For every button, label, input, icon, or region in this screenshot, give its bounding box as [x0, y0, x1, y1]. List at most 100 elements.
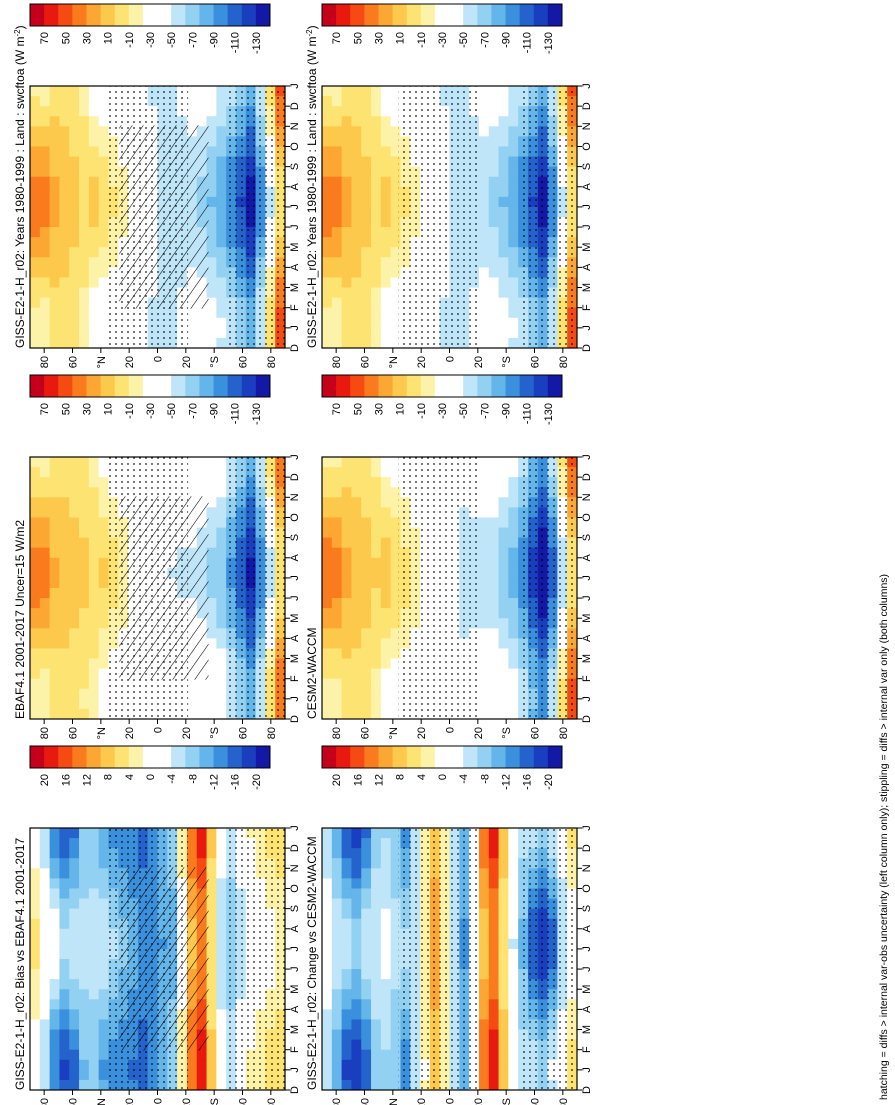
heatmap-cell — [361, 527, 372, 539]
heatmap-cell — [206, 166, 217, 178]
heatmap-cell — [331, 497, 343, 508]
colorbar-tick-label: 4 — [416, 774, 428, 780]
heatmap-cell — [371, 828, 382, 839]
heatmap-cell — [186, 467, 198, 478]
colorbar-swatch — [114, 375, 130, 397]
heatmap-cell — [30, 628, 41, 639]
heatmap-cell — [361, 206, 372, 218]
heatmap-cell — [371, 136, 382, 147]
heatmap-cell — [390, 136, 401, 147]
heatmap-cell — [322, 527, 333, 539]
month-tick-label: S — [289, 534, 301, 541]
heatmap-cell — [380, 1079, 392, 1091]
heatmap-cell — [390, 487, 401, 498]
heatmap-cell — [39, 176, 51, 188]
month-tick-label: D — [289, 1086, 301, 1094]
heatmap-cell — [196, 848, 208, 859]
heatmap-cell — [331, 588, 343, 599]
heatmap-cell — [39, 257, 51, 268]
heatmap-cell — [79, 678, 90, 690]
heatmap-cell — [390, 186, 401, 198]
heatmap-cell — [331, 317, 343, 329]
heatmap-cell — [322, 297, 333, 309]
heatmap-cell — [69, 1029, 80, 1041]
heatmap-cell — [331, 658, 343, 670]
heatmap-cell — [331, 567, 343, 579]
heatmap-cell — [351, 156, 362, 168]
heatmap-cell — [30, 1049, 41, 1061]
heatmap-cell — [380, 588, 392, 599]
heatmap-cell — [186, 337, 198, 349]
heatmap-cell — [39, 668, 51, 680]
heatmap-cell — [206, 1049, 217, 1061]
heatmap-cell — [351, 688, 362, 700]
heatmap-cell — [488, 618, 500, 629]
heatmap-cell — [371, 708, 382, 720]
colorbar-swatch — [142, 4, 158, 26]
heatmap-cell — [508, 648, 519, 660]
heatmap-cell — [498, 247, 509, 258]
heatmap-cell — [49, 868, 60, 879]
colorbar-swatch — [519, 4, 535, 26]
heatmap-cell — [206, 206, 217, 218]
colorbar-swatch — [213, 746, 229, 768]
lat-tick-label: °N — [96, 1098, 108, 1105]
colorbar-swatch — [350, 746, 365, 768]
heatmap-cell — [351, 126, 362, 137]
heatmap-cell — [371, 507, 382, 518]
heatmap-cell — [331, 678, 343, 690]
heatmap-cell — [488, 979, 500, 990]
heatmap-cell — [216, 1049, 227, 1061]
heatmap-cell — [380, 888, 392, 900]
heatmap-cell — [49, 186, 60, 198]
heatmap-cell — [98, 668, 109, 680]
heatmap-cell — [351, 307, 362, 319]
heatmap-cell — [49, 136, 60, 147]
month-tick-label: J — [581, 204, 593, 210]
heatmap-cell — [98, 1049, 109, 1061]
heatmap-cell — [49, 908, 60, 920]
heatmap-cell — [59, 918, 70, 930]
heatmap-cell — [341, 227, 352, 238]
heatmap-cell — [488, 828, 500, 839]
panel-title: CESM2-WACCM — [305, 627, 319, 719]
heatmap-cell — [79, 848, 90, 859]
heatmap-cell — [30, 828, 41, 839]
heatmap-cell — [216, 507, 227, 518]
heatmap-cell — [216, 247, 227, 258]
heatmap-cell — [69, 1019, 80, 1031]
heatmap-cell — [380, 106, 392, 117]
colorbar-tick-label: 50 — [60, 403, 72, 415]
heatmap-cell — [488, 467, 500, 478]
heatmap-cell — [390, 86, 401, 97]
heatmap-cell — [39, 297, 51, 309]
colorbar-tick-label: 4 — [124, 774, 136, 780]
heatmap-cell — [59, 898, 70, 910]
heatmap-cell — [69, 948, 80, 960]
heatmap-cell — [498, 126, 509, 137]
heatmap-cell — [216, 908, 227, 920]
heatmap-cell — [322, 277, 333, 289]
heatmap-cell — [30, 948, 41, 960]
heatmap-cell — [49, 848, 60, 859]
panel-title-text: GISS-E2-1-H_r02: Change vs CESM2-WACCM — [305, 836, 319, 1090]
heatmap-cell — [216, 688, 227, 700]
stippling — [228, 457, 285, 719]
heatmap-cell — [186, 106, 198, 117]
heatmap-cell — [88, 989, 100, 1000]
lat-tick-label: 80 — [558, 356, 570, 368]
heatmap-cell — [351, 136, 362, 147]
heatmap-cell — [371, 1079, 382, 1091]
lat-tick-label: 80 — [266, 727, 278, 739]
heatmap-cell — [206, 327, 217, 339]
heatmap-cell — [508, 979, 519, 990]
heatmap-cell — [59, 938, 70, 950]
heatmap-cell — [322, 989, 333, 1000]
colorbar-tick-label: -10 — [416, 403, 428, 419]
heatmap-cell — [390, 688, 401, 700]
heatmap-cell — [331, 287, 343, 299]
heatmap-cell — [371, 237, 382, 248]
heatmap-cell — [216, 708, 227, 720]
colorbar-tick-label: 12 — [81, 774, 93, 786]
heatmap-cell — [478, 557, 490, 569]
